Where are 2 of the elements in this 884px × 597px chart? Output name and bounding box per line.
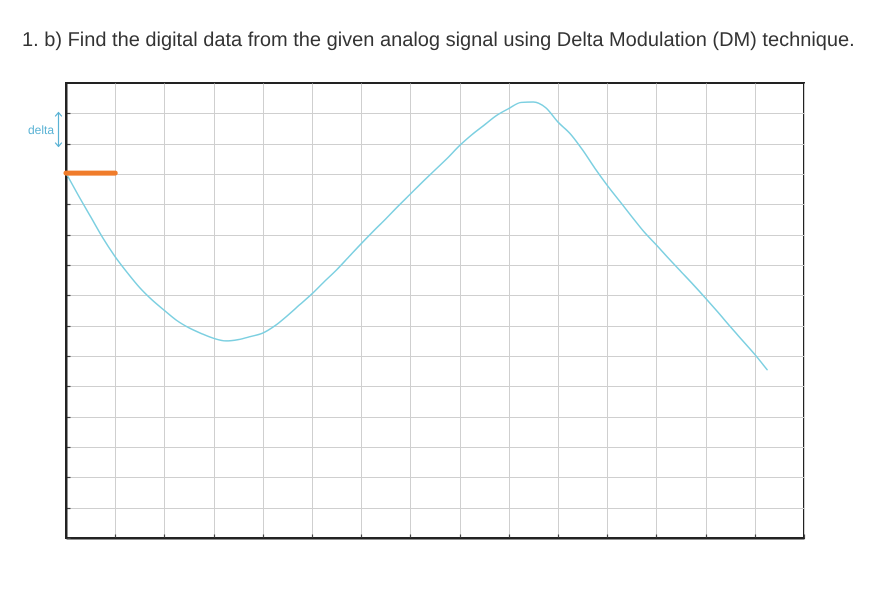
chart-title: 1. b) Find the digital data from the given analog signal using Delta Modulation (DM) technique. [22, 29, 855, 51]
text: delta [28, 123, 54, 137]
